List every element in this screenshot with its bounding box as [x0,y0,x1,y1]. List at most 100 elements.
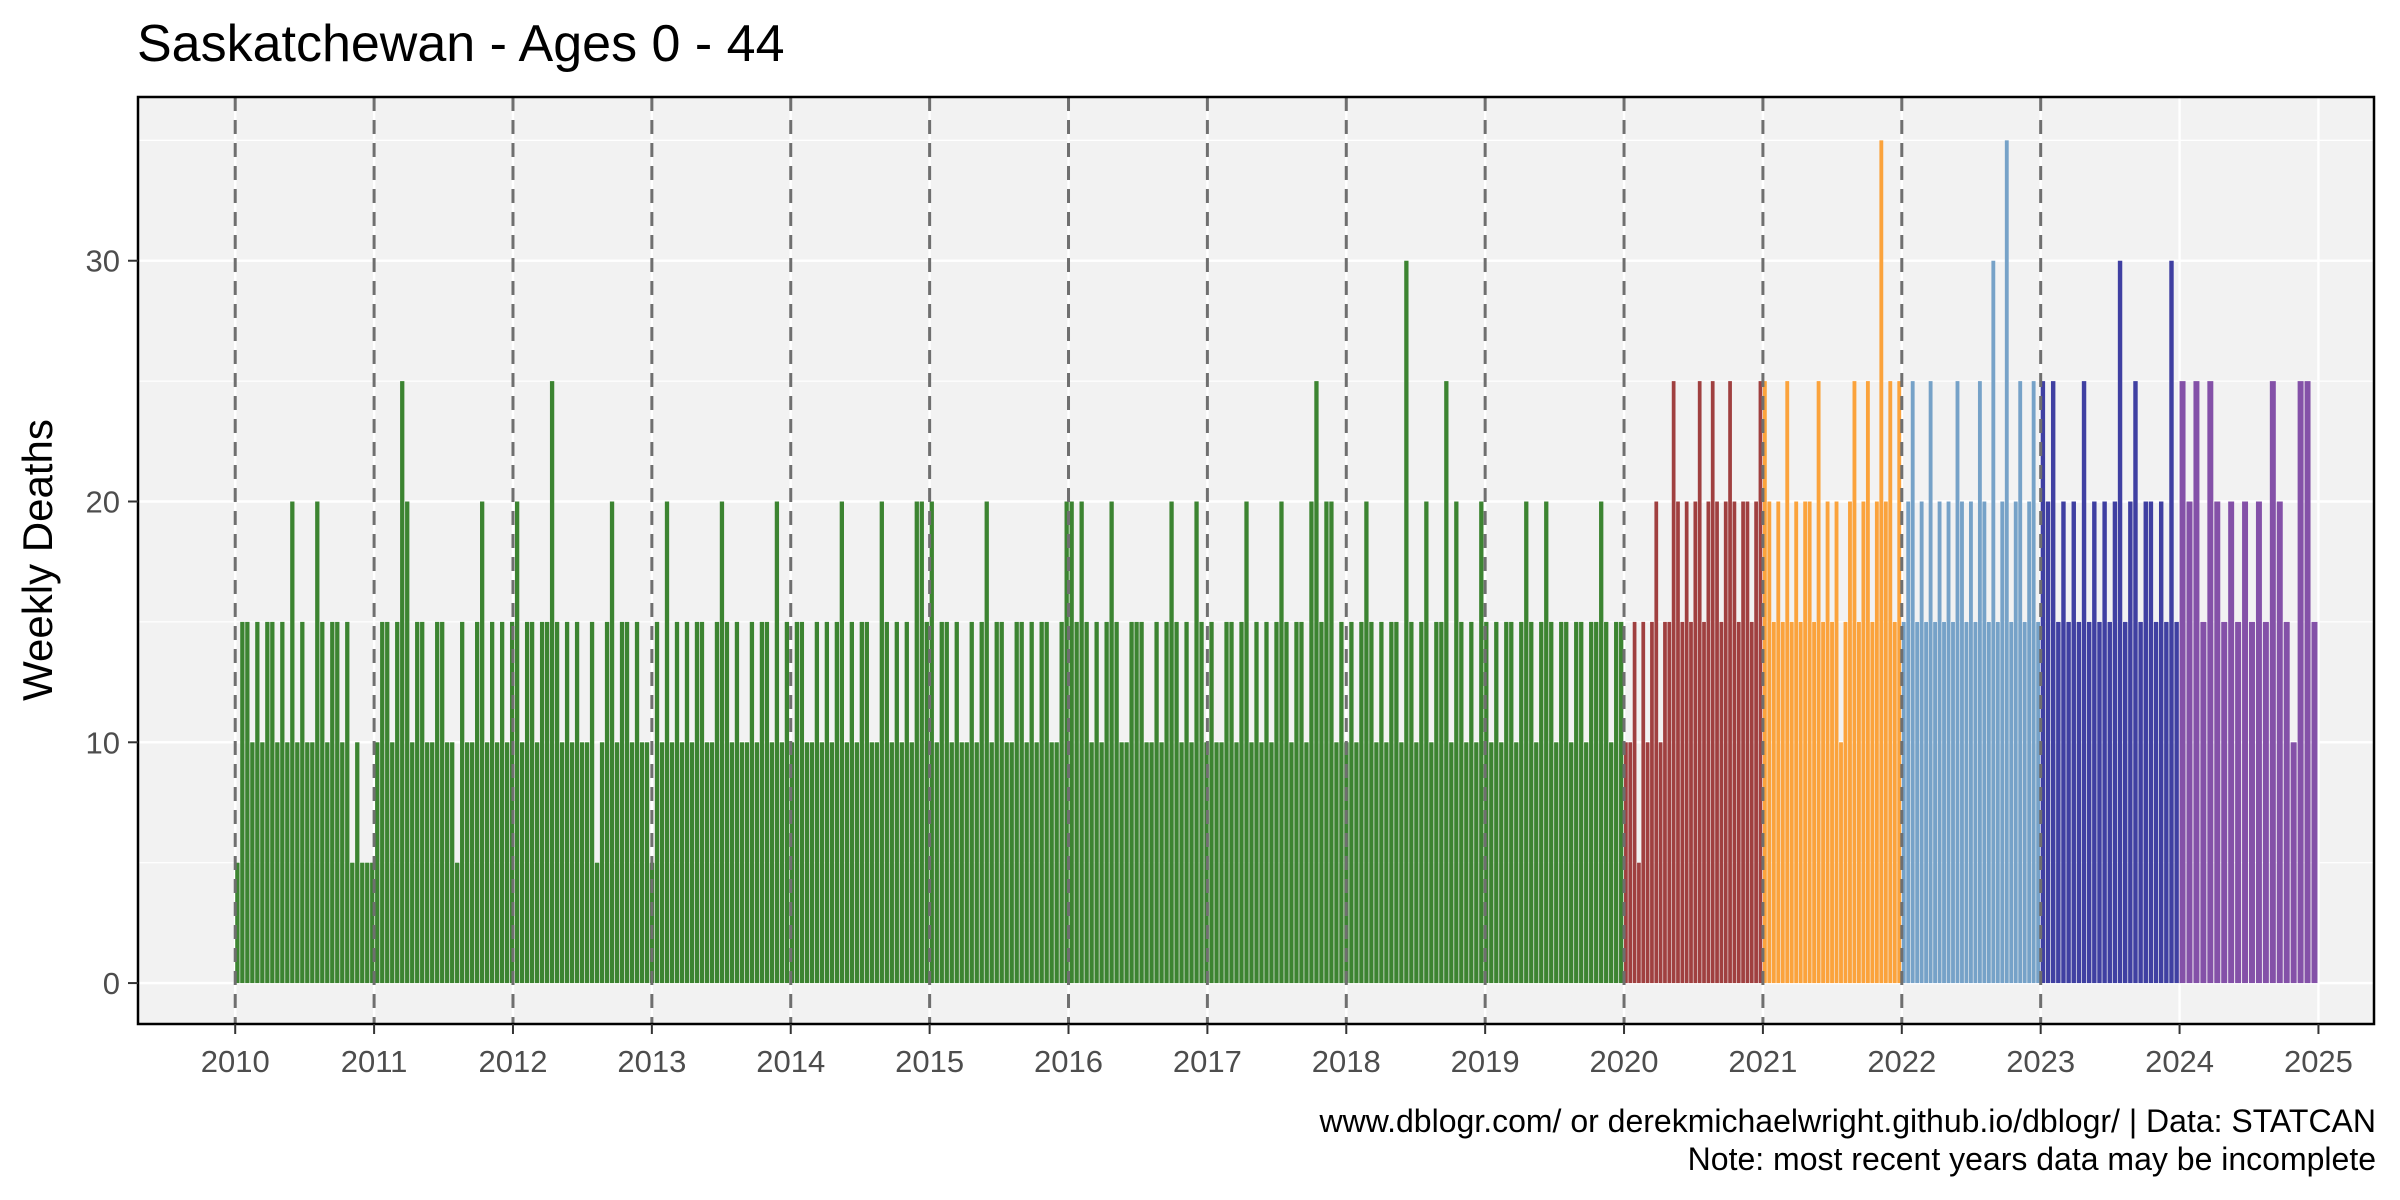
bar [1244,501,1249,984]
bar [574,621,580,984]
caption-note: Note: most recent years data may be inco… [1688,1141,2376,1177]
bar [1892,621,1897,984]
bar [1049,742,1054,984]
bar [350,862,355,984]
bar [1279,501,1284,984]
bar [1394,621,1399,984]
x-tick-label: 2015 [895,1044,964,1079]
bar [380,621,385,984]
bar [1429,742,1434,984]
bar [504,742,510,984]
bar [2276,501,2283,984]
bar [719,501,725,984]
bar [1184,621,1189,984]
bar [1389,621,1394,984]
bar [1524,501,1529,984]
bar [1689,621,1693,984]
bar [325,742,330,984]
x-tick-label: 2017 [1173,1044,1242,1079]
bar [584,742,590,984]
bar [869,742,874,984]
bar [944,621,949,984]
bar [1119,742,1124,984]
bar [519,742,525,984]
bar [2143,501,2148,984]
bar [1789,621,1794,984]
bar [2045,501,2051,984]
bar [1114,621,1119,984]
x-tick-label: 2023 [2006,1044,2075,1079]
bar [554,621,560,984]
bar [1680,621,1685,984]
y-axis-label: Weekly Deaths [14,419,61,701]
bar [2086,621,2092,984]
bar [549,381,555,984]
bar [1839,742,1843,984]
bar [1982,501,1987,984]
bar [1969,501,1973,984]
bar [455,862,460,984]
bar [744,742,750,984]
bar [1933,621,1938,984]
bar [754,742,760,984]
bar [1719,621,1724,984]
bar [684,621,690,984]
bar [245,621,250,984]
bar [1104,621,1109,984]
bar [1574,621,1579,984]
bar [819,742,825,984]
bar [2283,621,2290,984]
bar [1094,621,1099,984]
y-axis: 0 10 20 30 [86,244,138,1001]
bar [854,742,859,984]
bar [759,621,765,984]
bar [799,621,805,984]
bar [674,621,680,984]
bar [1219,742,1224,984]
bar [435,621,440,984]
bar [1928,381,1933,984]
bar [709,742,715,984]
bar [499,621,505,984]
bar [984,501,989,984]
bar [1732,501,1737,984]
bar [969,621,974,984]
bar [1960,501,1964,984]
bar [1632,621,1637,984]
bar [1459,621,1464,984]
x-tick-label: 2013 [617,1044,686,1079]
bar [2255,501,2262,984]
bar [1169,501,1174,984]
bar [889,742,894,984]
bar [465,742,470,984]
bar [2056,621,2061,984]
bar [1676,501,1680,984]
bar [1973,621,1978,984]
bar [1663,621,1667,984]
bar [1816,381,1821,984]
bar [1399,742,1404,984]
bar [250,742,255,984]
bar [1134,621,1139,984]
bar [2081,381,2087,984]
bar [1609,742,1614,984]
bar [2311,621,2318,984]
bar [1559,621,1564,984]
bar [1861,501,1866,984]
bar [2050,381,2056,984]
bar [1614,621,1619,984]
bar [330,621,335,984]
bar [914,501,919,984]
bar [1964,621,1969,984]
bar [659,742,665,984]
bar [1149,742,1154,984]
bar [1594,621,1599,984]
bar [2117,260,2123,984]
bar [2221,621,2228,984]
bar [235,862,240,984]
caption-source: www.dblogr.com/ or derekmichaelwright.gi… [1319,1103,2376,1139]
bar [794,621,800,984]
bar [804,742,810,984]
bar [714,621,720,984]
bar [609,501,615,984]
